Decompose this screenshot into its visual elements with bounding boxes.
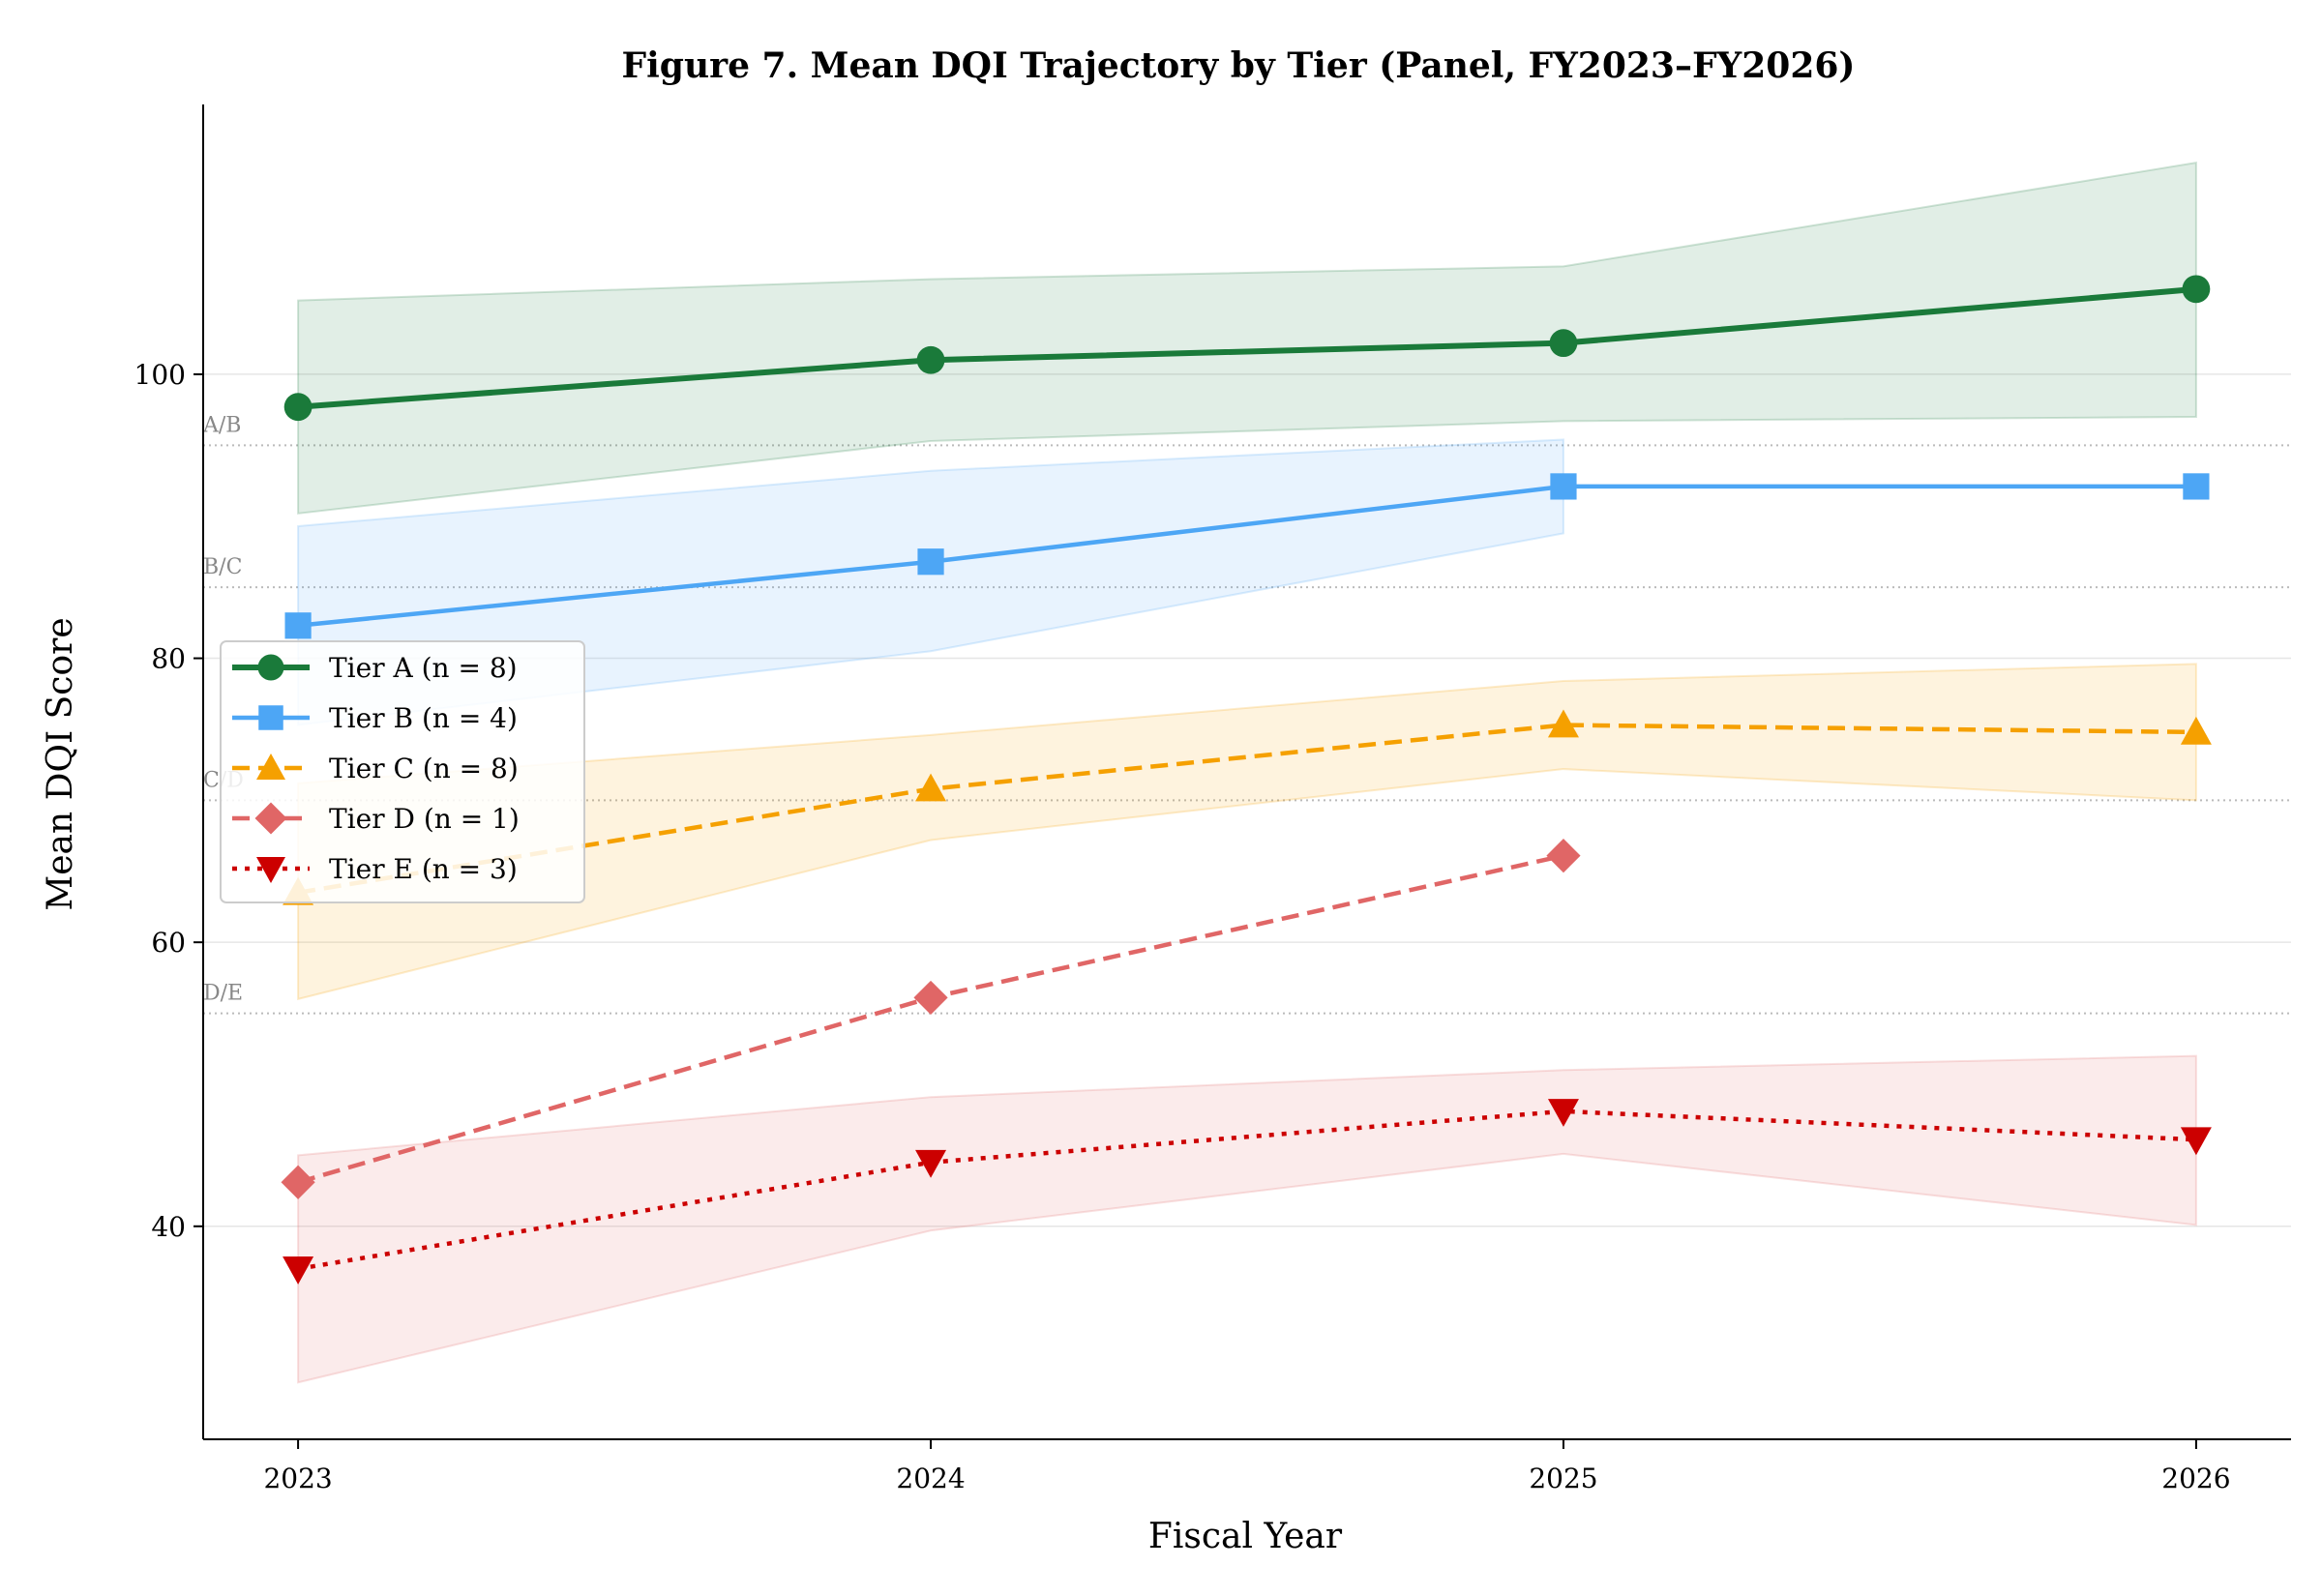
data-point xyxy=(916,345,945,374)
data-point xyxy=(915,773,947,802)
legend-item: Tier B (n = 4) xyxy=(232,702,518,734)
data-point xyxy=(2183,473,2210,500)
line-layer xyxy=(281,275,2212,1285)
legend-item: Tier C (n = 8) xyxy=(232,753,519,784)
y-axis-label: Mean DQI Score xyxy=(41,617,80,910)
x-axis-label: Fiscal Year xyxy=(1148,1517,1343,1556)
data-point xyxy=(915,1149,947,1178)
legend-item: Tier D (n = 1) xyxy=(232,802,520,835)
threshold-label: A/B xyxy=(202,413,241,437)
data-point xyxy=(1549,329,1578,358)
data-point xyxy=(1547,709,1579,738)
series-band xyxy=(297,663,2197,1001)
series-line xyxy=(297,484,2196,629)
x-tick-label: 2023 xyxy=(263,1463,332,1494)
data-point xyxy=(2180,716,2212,745)
legend-label: Tier C (n = 8) xyxy=(329,753,519,784)
series-line xyxy=(297,1108,2197,1272)
legend: Tier A (n = 8) Tier B (n = 4) Tier C (n = … xyxy=(220,640,585,903)
y-tick-label: 80 xyxy=(151,643,186,675)
x-tick-label: 2026 xyxy=(2161,1463,2230,1494)
y-tick-label: 60 xyxy=(151,927,186,959)
data-point xyxy=(1550,473,1577,500)
series-line xyxy=(297,723,2196,896)
series-band xyxy=(297,1054,2197,1384)
legend-label: Tier E (n = 3) xyxy=(329,853,518,885)
legend-item: Tier E (n = 3) xyxy=(232,853,518,885)
series-band xyxy=(297,162,2197,515)
y-tick-label: 100 xyxy=(134,359,186,391)
data-point xyxy=(1546,839,1581,873)
legend-item: Tier A (n = 8) xyxy=(232,652,518,684)
chart-title: Figure 7. Mean DQI Trajectory by Tier (P… xyxy=(622,45,1856,86)
axis-layer: 40 60 80 100 2023 2024 2025 2026 xyxy=(134,104,2291,1494)
threshold-label: B/C xyxy=(203,555,242,579)
y-tick-label: 40 xyxy=(151,1211,186,1243)
data-point xyxy=(913,980,948,1016)
x-tick-label: 2025 xyxy=(1529,1463,1597,1494)
data-point xyxy=(283,1256,314,1285)
series-1 xyxy=(284,473,2210,639)
legend-label: Tier A (n = 8) xyxy=(329,652,518,684)
series-3 xyxy=(281,839,1581,1199)
x-tick-label: 2024 xyxy=(896,1463,965,1494)
series-0 xyxy=(283,275,2211,422)
data-point xyxy=(1547,1099,1579,1127)
data-point xyxy=(283,393,313,422)
legend-label: Tier D (n = 1) xyxy=(329,803,520,835)
data-point xyxy=(284,612,312,639)
data-point xyxy=(2182,275,2211,304)
legend-label: Tier B (n = 4) xyxy=(329,702,518,734)
series-4 xyxy=(283,1099,2212,1285)
series-line xyxy=(297,285,2197,410)
threshold-label: D/E xyxy=(203,982,243,1006)
data-point xyxy=(917,548,944,576)
legend-box xyxy=(220,640,585,903)
band-layer xyxy=(297,162,2197,1384)
data-point xyxy=(2180,1127,2212,1156)
data-point xyxy=(281,1165,315,1199)
